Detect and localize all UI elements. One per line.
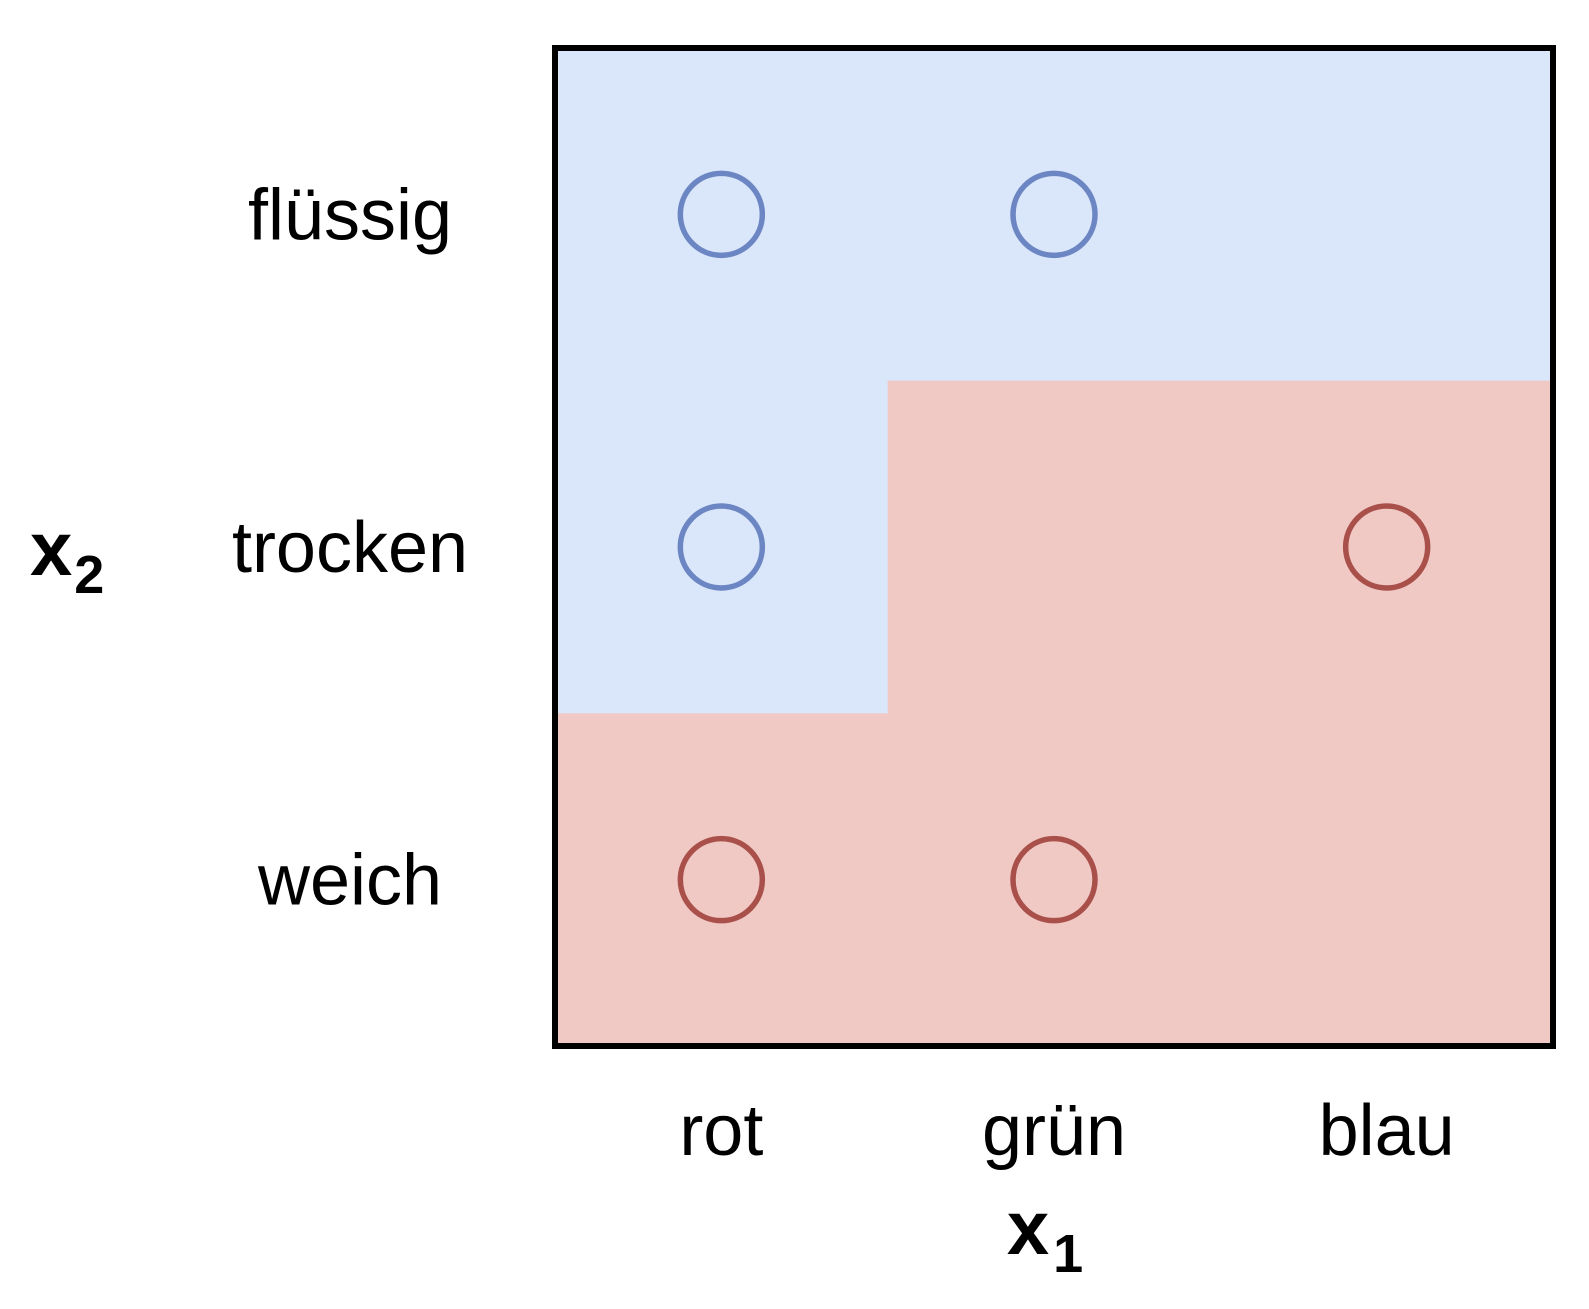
y-tick-label-weich: weich — [257, 841, 442, 921]
x-axis-label-base: x — [1007, 1186, 1049, 1271]
region-cell-red-rot-weich — [555, 713, 889, 1047]
data-point-blue-rot-flussig — [677, 170, 766, 259]
x-tick-label-grun: grün — [982, 1091, 1126, 1171]
y-axis-label: x2 — [30, 507, 104, 605]
data-points — [677, 170, 1431, 924]
y-axis-tick-labels: flüssig trocken weich — [232, 175, 468, 920]
region-cell-blue-grun-flussig — [887, 48, 1222, 382]
x-axis-label: x1 — [1007, 1186, 1083, 1284]
x-axis-label-subscript: 1 — [1053, 1224, 1083, 1284]
y-axis-label-subscript: 2 — [74, 545, 104, 605]
x-axis-tick-labels: rot grün blau — [679, 1091, 1454, 1171]
y-axis-label-base: x — [30, 507, 72, 592]
data-point-red-rot-weich — [677, 835, 766, 924]
region-cell-red-grun-weich — [887, 713, 1222, 1047]
y-tick-label-trocken: trocken — [232, 508, 468, 588]
data-point-blue-rot-trocken — [677, 503, 766, 591]
x-tick-label-rot: rot — [679, 1091, 763, 1171]
y-tick-label-flussig: flüssig — [248, 175, 452, 255]
decision-regions — [555, 48, 1554, 1047]
data-point-blue-grun-flussig — [1010, 170, 1098, 259]
region-cell-blue-rot-flussig — [555, 48, 889, 382]
x-tick-label-blau: blau — [1319, 1091, 1455, 1171]
data-point-red-grun-weich — [1010, 835, 1098, 924]
region-cell-blue-blau-flussig — [1220, 48, 1554, 382]
region-cell-blue-rot-trocken — [555, 380, 889, 715]
region-cell-red-blau-trocken — [1220, 380, 1554, 715]
plot-frame — [552, 45, 1556, 1049]
data-point-red-blau-trocken — [1342, 503, 1431, 591]
region-cell-red-blau-weich — [1220, 713, 1554, 1047]
region-cell-red-grun-trocken — [887, 380, 1222, 715]
